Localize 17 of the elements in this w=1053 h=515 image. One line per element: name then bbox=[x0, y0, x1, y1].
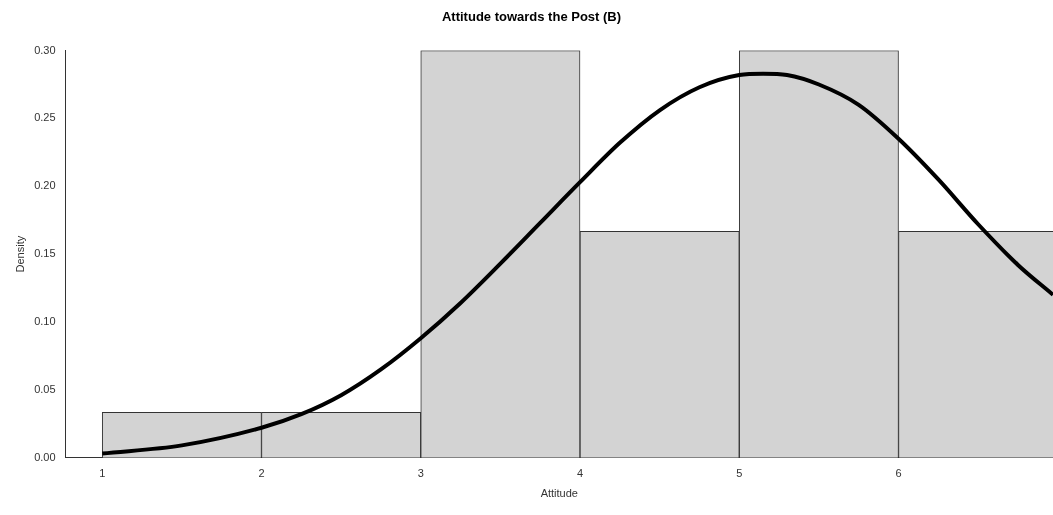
y-tick-label: 0.30 bbox=[34, 43, 56, 56]
x-tick-label: 2 bbox=[258, 467, 265, 480]
y-axis-title: Density bbox=[13, 235, 26, 273]
x-axis-title: Attitude bbox=[540, 487, 578, 500]
y-tick-label: 0.15 bbox=[34, 247, 56, 260]
x-tick-label: 6 bbox=[895, 467, 902, 480]
x-tick-label: 4 bbox=[576, 467, 584, 480]
line-series bbox=[100, 71, 1053, 456]
x-tick-label: 3 bbox=[417, 467, 424, 480]
x-tick-label: 5 bbox=[736, 467, 743, 480]
x-tick-label: 1 bbox=[99, 467, 106, 480]
chart-title: Attitude towards the Post (B) bbox=[441, 9, 622, 25]
y-tick-label: 0.10 bbox=[34, 314, 56, 327]
y-tick-label: 0.05 bbox=[34, 382, 56, 395]
y-tick-label: 0.00 bbox=[34, 450, 56, 463]
y-tick-label: 0.25 bbox=[34, 111, 56, 124]
y-tick-label: 0.20 bbox=[34, 179, 56, 192]
